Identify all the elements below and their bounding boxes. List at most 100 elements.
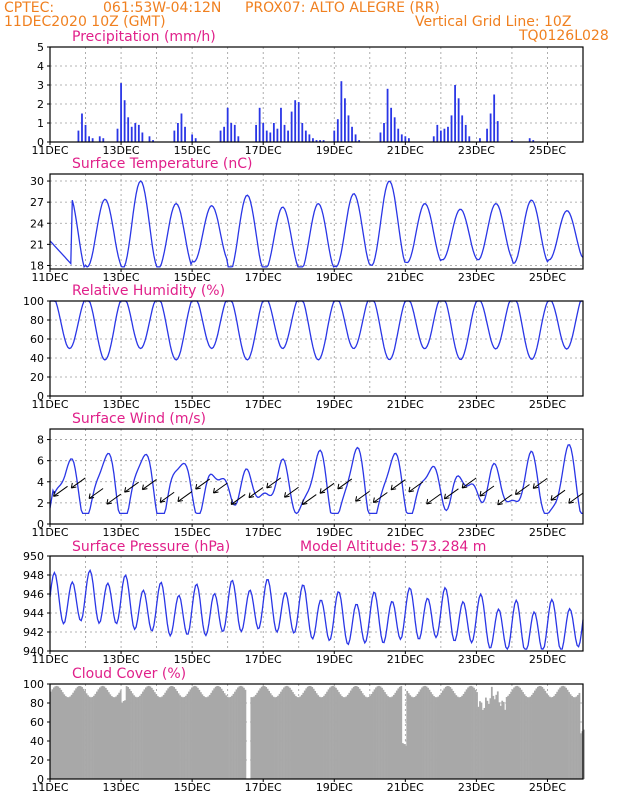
x-tick-label: 19DEC bbox=[316, 781, 353, 794]
cloud-bar bbox=[421, 687, 423, 779]
wind-arrow bbox=[390, 479, 406, 491]
cloud-bar bbox=[483, 707, 486, 779]
cloud-bar bbox=[78, 685, 80, 779]
precip-bar bbox=[230, 123, 233, 142]
cloud-bar bbox=[315, 693, 318, 779]
cloud-bar bbox=[473, 687, 475, 779]
x-tick-label: 19DEC bbox=[316, 398, 353, 411]
cloud-bar bbox=[79, 686, 82, 779]
precip-bar bbox=[358, 140, 361, 142]
cloud-bar bbox=[504, 709, 507, 779]
cloud-bar bbox=[205, 697, 208, 779]
cloud-bar bbox=[525, 696, 527, 779]
cloud-bar bbox=[479, 701, 481, 779]
cloud-bar bbox=[93, 695, 95, 779]
wind-arrow bbox=[141, 479, 157, 491]
cloud-bar bbox=[75, 688, 78, 779]
wind-arrow-head bbox=[284, 492, 290, 498]
cloud-bar bbox=[446, 685, 449, 779]
wind-arrow bbox=[177, 491, 193, 503]
wind-arrow-head bbox=[372, 497, 379, 503]
precip-bar bbox=[443, 128, 446, 142]
precip-bar bbox=[116, 128, 119, 142]
y-tick-label: 24 bbox=[30, 217, 44, 230]
x-tick-label: 23DEC bbox=[458, 781, 495, 794]
panel-frame bbox=[49, 46, 584, 143]
cloud-bar bbox=[287, 686, 290, 779]
cloud-bar bbox=[557, 689, 560, 779]
precip-bar bbox=[77, 130, 80, 142]
wind-arrow-shaft bbox=[568, 492, 584, 504]
precip-bar bbox=[450, 115, 453, 142]
cloud-bar bbox=[415, 695, 418, 779]
cloud-bar bbox=[271, 695, 274, 779]
wind-arrow bbox=[195, 478, 210, 490]
cloud-bar bbox=[196, 687, 199, 779]
wind-arrow-shaft bbox=[266, 477, 282, 489]
cloud-bar bbox=[97, 689, 100, 779]
precip-bar bbox=[393, 117, 396, 142]
cloud-bar bbox=[162, 694, 165, 779]
y-tick-label: 0 bbox=[37, 136, 44, 149]
panel-3: 0 2 4 6 8 11DEC 13DEC 15DEC 17DEC 19DEC 21DEC 23DEC… bbox=[31, 428, 584, 539]
cloud-bar bbox=[372, 691, 374, 779]
cloud-bar bbox=[274, 697, 276, 779]
wind-arrow-shaft bbox=[284, 486, 299, 498]
panel-frame bbox=[49, 300, 584, 397]
wind-arrow bbox=[514, 484, 530, 495]
cloud-bar bbox=[425, 686, 428, 779]
series-line bbox=[50, 300, 583, 361]
precip-bar bbox=[496, 121, 499, 142]
cloud-bar bbox=[409, 695, 412, 779]
precip-bar bbox=[436, 124, 439, 142]
cloud-bar bbox=[366, 697, 369, 779]
cloud-bar bbox=[321, 697, 324, 779]
cloud-bar bbox=[533, 690, 536, 779]
cloud-bar bbox=[400, 685, 403, 779]
y-tick-label: 0 bbox=[37, 390, 44, 403]
cloud-bar bbox=[522, 692, 524, 779]
cloud-bar bbox=[268, 690, 271, 779]
wind-arrow-shaft bbox=[177, 491, 193, 502]
precip-bar bbox=[180, 113, 183, 142]
wind-arrow-shaft bbox=[106, 493, 122, 505]
x-tick-label: 19DEC bbox=[316, 653, 353, 666]
precip-title: Precipitation (mm/h) bbox=[72, 29, 216, 45]
y-tick-label: 948 bbox=[23, 569, 44, 582]
cloud-bar bbox=[318, 696, 321, 779]
cloud-bar bbox=[343, 697, 346, 779]
cloud-bar bbox=[477, 706, 480, 779]
cloud-bar bbox=[188, 691, 190, 779]
wind-arrow-shaft bbox=[159, 491, 175, 503]
wind-arrow-shaft bbox=[301, 494, 317, 505]
cloud-bar bbox=[284, 686, 287, 779]
precip-bar bbox=[468, 136, 471, 142]
cloud-bar bbox=[223, 693, 226, 779]
wind-arrow-shaft bbox=[319, 482, 335, 494]
x-tick-label: 11DEC bbox=[31, 271, 68, 284]
cloud-bar bbox=[532, 692, 535, 779]
wind-arrow-head bbox=[497, 499, 503, 506]
cloud-bar bbox=[100, 686, 103, 779]
wind-arrow-shaft bbox=[248, 487, 264, 498]
cloud-bar bbox=[183, 696, 186, 779]
cloud-bar bbox=[191, 687, 193, 779]
cloud-bar bbox=[349, 690, 352, 779]
precip-bar bbox=[461, 115, 464, 142]
precip-bar bbox=[532, 140, 535, 142]
y-tick-label: 21 bbox=[30, 238, 44, 251]
cloud-bar bbox=[217, 686, 220, 779]
cloud-bar bbox=[373, 689, 376, 779]
y-tick-label: 20 bbox=[30, 371, 44, 384]
cloud-bar bbox=[296, 697, 299, 779]
cloud-bar bbox=[471, 686, 474, 779]
wind-arrow bbox=[426, 493, 441, 505]
wind-arrow-shaft bbox=[142, 479, 157, 490]
cloud-bar bbox=[536, 686, 539, 779]
y-tick-label: 3 bbox=[37, 79, 44, 92]
cloud-bar bbox=[418, 691, 420, 779]
cloud-bar bbox=[381, 687, 383, 779]
cloud-bar bbox=[136, 697, 138, 779]
cloud-bar bbox=[210, 692, 213, 779]
